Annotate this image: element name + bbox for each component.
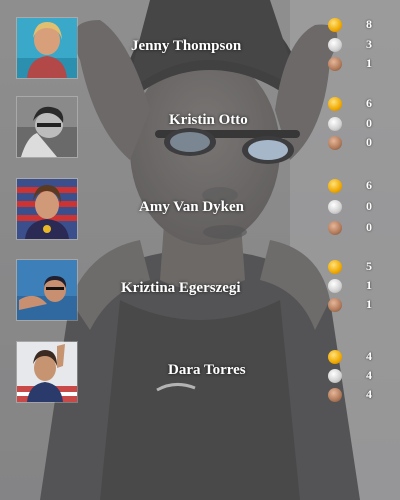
athlete-row-kristin-otto: Kristin Otto 6 0 0	[0, 96, 400, 177]
bronze-medal-icon	[328, 221, 342, 235]
bronze-count: 0	[366, 220, 372, 234]
athlete-name: Kristin Otto	[169, 112, 248, 128]
silver-count: 1	[366, 278, 372, 292]
athlete-name: Dara Torres	[168, 362, 246, 378]
bronze-count: 1	[366, 56, 372, 70]
athlete-row-kriztina-egerszegi: Kriztina Egerszegi 5 1 1	[0, 259, 400, 340]
silver-medal-icon	[328, 38, 342, 52]
silver-medal-icon	[328, 117, 342, 131]
silver-count: 3	[366, 37, 372, 51]
bronze-count: 1	[366, 297, 372, 311]
athlete-photo	[17, 179, 77, 239]
gold-count: 4	[366, 349, 372, 363]
gold-count: 6	[366, 178, 372, 192]
bronze-medal-icon	[328, 298, 342, 312]
athlete-photo	[17, 342, 77, 402]
bronze-count: 4	[366, 387, 372, 401]
athlete-name: Jenny Thompson	[131, 38, 242, 54]
silver-medal-icon	[328, 200, 342, 214]
athlete-row-jenny-thompson: Jenny Thompson 8 3 1	[0, 17, 400, 98]
athlete-name: Kriztina Egerszegi	[121, 280, 241, 296]
bronze-medal-icon	[328, 136, 342, 150]
silver-medal-icon	[328, 369, 342, 383]
silver-count: 4	[366, 368, 372, 382]
silver-count: 0	[366, 116, 372, 130]
bronze-count: 0	[366, 135, 372, 149]
gold-medal-icon	[328, 97, 342, 111]
athlete-photo	[17, 260, 77, 320]
silver-medal-icon	[328, 279, 342, 293]
athlete-name: Amy Van Dyken	[139, 199, 245, 215]
bronze-medal-icon	[328, 388, 342, 402]
silver-count: 0	[366, 199, 372, 213]
gold-medal-icon	[328, 350, 342, 364]
gold-medal-icon	[328, 260, 342, 274]
gold-count: 8	[366, 17, 372, 31]
gold-medal-icon	[328, 18, 342, 32]
gold-count: 5	[366, 259, 372, 273]
gold-medal-icon	[328, 179, 342, 193]
athlete-row-amy-van-dyken: Amy Van Dyken 6 0 0	[0, 178, 400, 259]
athlete-photo	[17, 18, 77, 78]
bronze-medal-icon	[328, 57, 342, 71]
athlete-row-dara-torres: Dara Torres 4 4 4	[0, 342, 400, 422]
gold-count: 6	[366, 96, 372, 110]
athlete-photo	[17, 97, 77, 157]
